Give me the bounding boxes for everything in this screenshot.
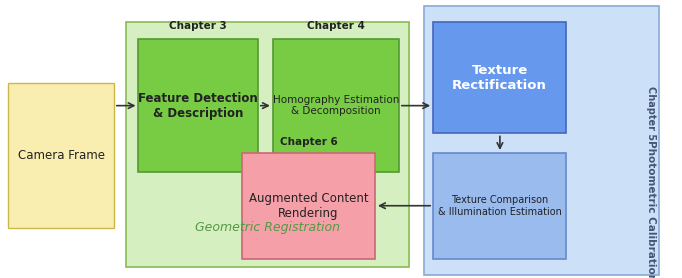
FancyBboxPatch shape	[126, 22, 409, 267]
FancyBboxPatch shape	[433, 153, 566, 259]
Text: Homography Estimation
& Decomposition: Homography Estimation & Decomposition	[273, 95, 399, 116]
Text: Chapter 5: Chapter 5	[646, 86, 655, 140]
Text: Geometric Registration: Geometric Registration	[195, 221, 340, 234]
FancyBboxPatch shape	[242, 153, 375, 259]
Text: Chapter 6: Chapter 6	[280, 137, 338, 147]
Text: Camera Frame: Camera Frame	[18, 149, 104, 162]
Text: Chapter 3: Chapter 3	[169, 21, 227, 31]
FancyBboxPatch shape	[273, 39, 399, 172]
Text: Augmented Content
Rendering: Augmented Content Rendering	[249, 192, 368, 220]
Text: Texture Comparison
& Illumination Estimation: Texture Comparison & Illumination Estima…	[438, 195, 561, 217]
Text: Photometric Calibration: Photometric Calibration	[646, 140, 655, 278]
Text: Texture
Rectification: Texture Rectification	[452, 64, 547, 92]
FancyBboxPatch shape	[138, 39, 258, 172]
Text: Feature Detection
& Description: Feature Detection & Description	[138, 92, 258, 120]
FancyBboxPatch shape	[8, 83, 114, 228]
FancyBboxPatch shape	[424, 6, 659, 275]
Text: Chapter 4: Chapter 4	[307, 21, 365, 31]
FancyBboxPatch shape	[433, 22, 566, 133]
